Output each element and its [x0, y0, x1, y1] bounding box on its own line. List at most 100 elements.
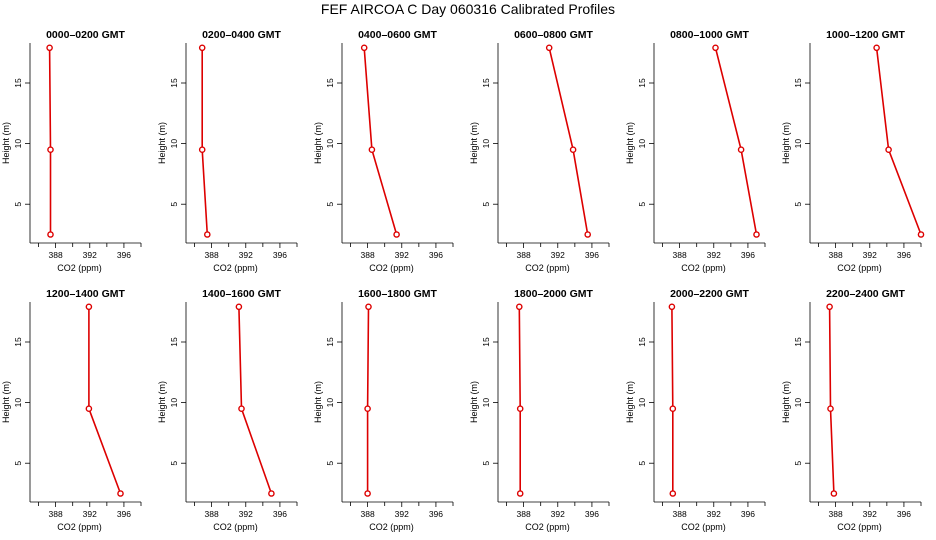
profile-point: [516, 490, 524, 497]
profile-point: [569, 146, 577, 153]
x-tick-label: 388: [205, 250, 219, 260]
y-tick-label: 10: [13, 398, 23, 408]
x-tick-label: 388: [49, 509, 63, 519]
profile-point: [235, 303, 243, 311]
profile-point: [669, 405, 677, 413]
main-title: FEF AIRCOA C Day 060316 Calibrated Profi…: [321, 1, 615, 17]
x-axis-label: CO2 (ppm): [837, 522, 882, 532]
profile-line: [48, 47, 52, 235]
y-tick-label: 15: [13, 78, 23, 88]
profile-point: [47, 231, 54, 238]
profile-line: [518, 306, 522, 494]
x-tick-label: 388: [829, 250, 843, 260]
y-tick-label: 5: [637, 202, 647, 207]
y-tick-label: 5: [481, 461, 491, 466]
y-tick-label: 15: [793, 78, 803, 88]
panel-title: 0000–0200 GMT: [46, 29, 125, 41]
panel-4: 0600–0800 GMT 388 392 396 5 10 15 CO2 (ppm) Heig…: [469, 29, 610, 273]
x-tick-label: 396: [585, 509, 599, 519]
x-tick-label: 392: [239, 509, 253, 519]
y-axis-label: Height (m): [157, 122, 167, 164]
panel-12: 2200–2400 GMT 388 392 396 5 10 15 CO2 (ppm) Heig…: [781, 288, 922, 532]
y-tick-label: 5: [169, 202, 179, 207]
y-tick-label: 15: [481, 78, 491, 88]
x-axis-label: CO2 (ppm): [525, 263, 570, 273]
x-tick-label: 392: [551, 509, 565, 519]
profile-point: [712, 44, 719, 52]
x-axis-label: CO2 (ppm): [369, 263, 414, 273]
profile-line: [363, 47, 398, 235]
panel-title: 2000–2200 GMT: [670, 288, 749, 300]
y-axis-label: Height (m): [625, 122, 635, 164]
profile-point: [47, 146, 54, 153]
panel-6: 1000–1200 GMT 388 392 396 5 10 15 CO2 (ppm) Heig…: [781, 29, 925, 273]
profile-point: [753, 231, 760, 238]
panel-3: 0400–0600 GMT 388 392 396 5 10 15 CO2 (ppm) Heig…: [313, 29, 454, 273]
x-tick-label: 388: [517, 509, 531, 519]
y-axis-label: Height (m): [469, 122, 479, 164]
profile-point: [393, 231, 400, 238]
y-tick-label: 15: [325, 78, 335, 88]
y-tick-label: 15: [325, 337, 335, 347]
x-tick-label: 392: [83, 509, 97, 519]
x-tick-label: 388: [361, 509, 375, 519]
y-tick-label: 15: [637, 337, 647, 347]
x-axis-label: CO2 (ppm): [213, 263, 258, 273]
x-axis-label: CO2 (ppm): [525, 522, 570, 532]
y-tick-label: 10: [169, 139, 179, 149]
x-tick-label: 396: [117, 509, 131, 519]
profile-point: [46, 44, 53, 52]
y-axis-label: Height (m): [1, 122, 11, 164]
y-tick-label: 15: [169, 337, 179, 347]
profile-point: [917, 231, 925, 238]
profile-line: [875, 47, 922, 235]
profile-line: [366, 306, 370, 494]
profile-point: [360, 44, 368, 52]
x-tick-label: 396: [897, 250, 911, 260]
panel-1: 0000–0200 GMT 388 392 396 5 10 15 CO2 (ppm) Heig…: [1, 29, 142, 273]
x-tick-label: 388: [673, 509, 687, 519]
y-tick-label: 5: [325, 461, 335, 466]
panel-7: 1200–1400 GMT 388 392 396 5 10 15 CO2 (ppm) Heig…: [1, 288, 142, 532]
profile-line: [671, 306, 674, 494]
y-axis-label: Height (m): [781, 122, 791, 164]
y-tick-label: 10: [793, 398, 803, 408]
x-tick-label: 396: [585, 250, 599, 260]
y-tick-label: 15: [637, 78, 647, 88]
x-tick-label: 396: [273, 509, 287, 519]
x-tick-label: 392: [863, 509, 877, 519]
y-tick-label: 10: [325, 139, 335, 149]
panel-title: 1400–1600 GMT: [202, 288, 281, 300]
x-tick-label: 396: [117, 250, 131, 260]
panel-title: 0600–0800 GMT: [514, 29, 593, 41]
profile-line: [548, 47, 589, 235]
panel-title: 1600–1800 GMT: [358, 288, 437, 300]
y-tick-label: 15: [169, 78, 179, 88]
y-tick-label: 5: [637, 461, 647, 466]
y-tick-label: 10: [325, 398, 335, 408]
y-tick-label: 10: [637, 398, 647, 408]
profile-line: [828, 306, 835, 494]
panel-8: 1400–1600 GMT 388 392 396 5 10 15 CO2 (ppm) Heig…: [157, 288, 298, 532]
x-tick-label: 396: [429, 509, 443, 519]
x-tick-label: 392: [395, 250, 409, 260]
profile-line: [714, 47, 758, 235]
x-tick-label: 388: [49, 250, 63, 260]
profile-point: [516, 405, 524, 413]
x-tick-label: 396: [741, 509, 755, 519]
x-tick-label: 388: [361, 250, 375, 260]
profile-line: [201, 47, 209, 235]
y-tick-label: 10: [793, 139, 803, 149]
x-axis-label: CO2 (ppm): [57, 263, 102, 273]
panel-title: 2200–2400 GMT: [826, 288, 905, 300]
panels: 0000–0200 GMT 388 392 396 5 10 15 CO2 (ppm) Heig…: [1, 29, 925, 532]
profile-point: [268, 490, 275, 497]
y-tick-label: 10: [481, 139, 491, 149]
profile-point: [364, 405, 371, 413]
profile-point: [885, 146, 892, 153]
x-tick-label: 392: [551, 250, 565, 260]
x-tick-label: 392: [239, 250, 253, 260]
x-tick-label: 392: [395, 509, 409, 519]
x-axis-label: CO2 (ppm): [213, 522, 258, 532]
